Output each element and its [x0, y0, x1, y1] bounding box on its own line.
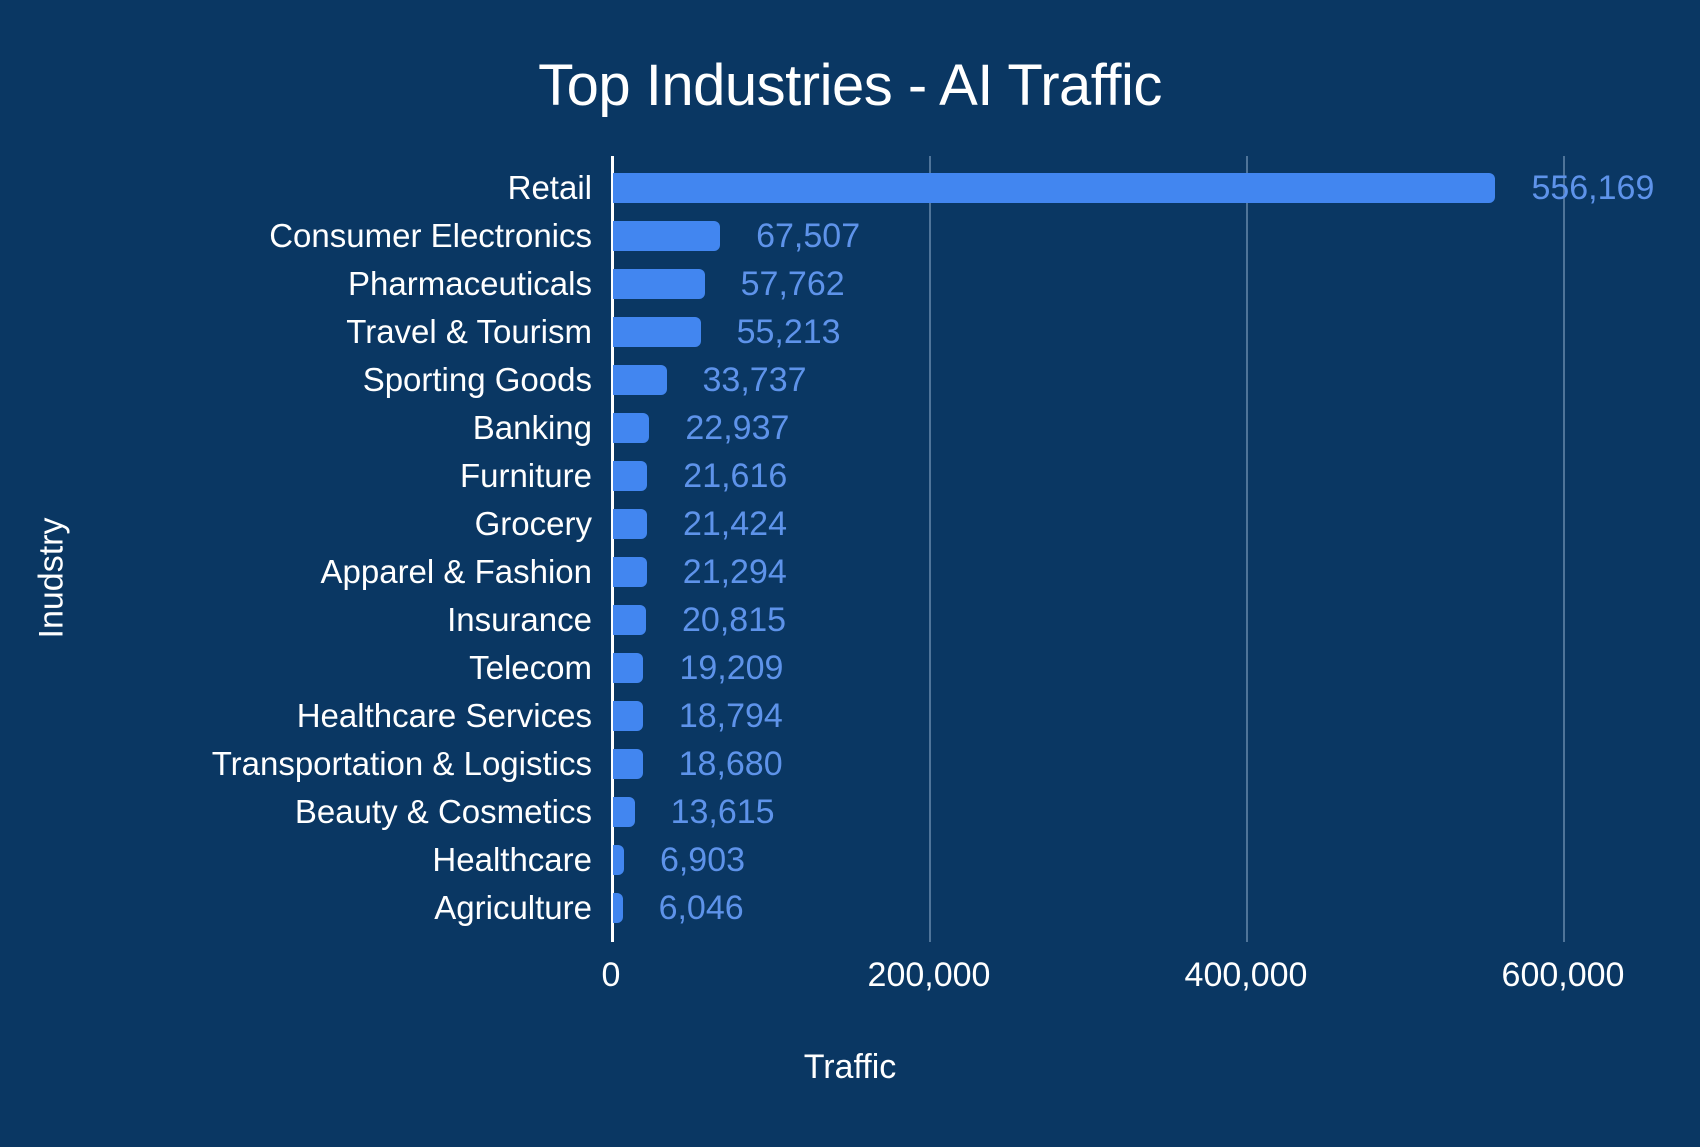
x-tick-label: 0	[601, 956, 621, 994]
category-label: Beauty & Cosmetics	[294, 793, 592, 830]
y-axis-label: Inudstry	[32, 517, 71, 639]
value-label: 18,794	[678, 697, 783, 735]
category-label: Consumer Electronics	[269, 217, 592, 254]
y-axis-line	[611, 156, 614, 942]
value-label: 67,507	[756, 217, 861, 255]
value-label: 21,424	[682, 505, 787, 543]
value-label: 556,169	[1531, 169, 1655, 207]
bar	[613, 845, 624, 875]
value-label: 21,294	[682, 553, 787, 591]
bar	[613, 221, 721, 251]
category-label: Sporting Goods	[362, 361, 592, 398]
category-label: Grocery	[474, 505, 592, 542]
category-label: Banking	[472, 409, 592, 446]
bar	[613, 557, 647, 587]
chart-title-text: Top Industries - AI Traffic	[538, 53, 1162, 118]
value-label: 22,937	[685, 409, 790, 447]
bar	[613, 365, 667, 395]
category-label: Furniture	[459, 457, 592, 494]
value-label: 6,046	[658, 889, 744, 927]
category-label: Travel & Tourism	[346, 313, 592, 350]
category-label: Agriculture	[434, 889, 592, 926]
value-label: 21,616	[683, 457, 788, 495]
x-tick-label: 200,000	[867, 956, 991, 994]
value-label: 20,815	[682, 601, 787, 639]
gridline	[1246, 156, 1248, 942]
chart-title: Top Industries - AI Traffic	[0, 52, 1700, 119]
value-label: 6,903	[659, 841, 746, 879]
bar	[613, 509, 647, 539]
category-label: Retail	[507, 169, 592, 206]
gridline	[929, 156, 931, 942]
category-label: Telecom	[469, 649, 592, 686]
bar	[613, 797, 635, 827]
bar	[613, 317, 701, 347]
value-label: 13,615	[670, 793, 775, 831]
bar	[613, 461, 648, 491]
value-label: 55,213	[736, 313, 841, 351]
value-label: 57,762	[740, 265, 845, 303]
category-label: Healthcare Services	[296, 697, 592, 734]
bar	[613, 701, 643, 731]
category-label: Healthcare	[432, 841, 592, 878]
category-label: Apparel & Fashion	[320, 553, 593, 590]
value-label: 33,737	[702, 361, 807, 399]
gridline	[1563, 156, 1565, 942]
bar	[613, 653, 644, 683]
plot-area: 0 200,000 400,000 600,000 556,169 67,507 5…	[602, 156, 1654, 994]
bar	[613, 893, 623, 923]
bar	[613, 605, 647, 635]
x-tick-label: 600,000	[1501, 956, 1625, 994]
value-label: 19,209	[679, 649, 784, 687]
category-label: Pharmaceuticals	[348, 265, 592, 302]
x-tick-label: 400,000	[1184, 956, 1308, 994]
bar	[613, 413, 650, 443]
value-label: 18,680	[678, 745, 783, 783]
bar	[613, 749, 643, 779]
category-label: Insurance	[447, 601, 592, 638]
bar	[613, 173, 1496, 203]
bar	[613, 269, 705, 299]
x-axis-label: Traffic	[803, 1048, 897, 1086]
category-label: Transportation & Logistics	[211, 745, 592, 782]
